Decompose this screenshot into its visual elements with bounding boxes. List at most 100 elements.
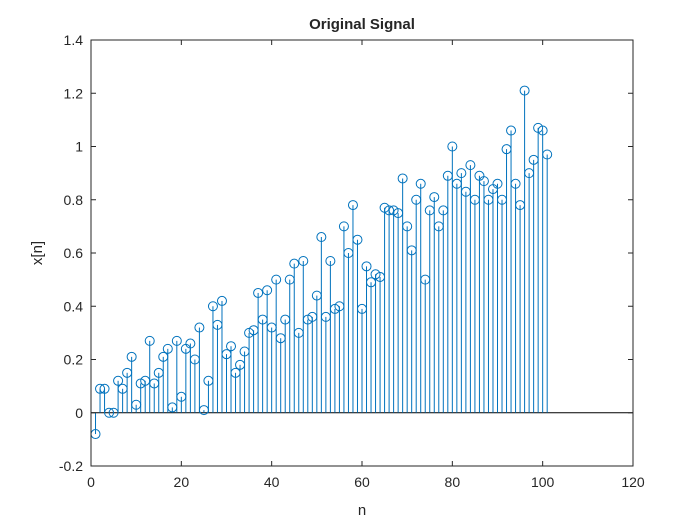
y-tick-label: 0.6 bbox=[64, 245, 84, 261]
stem-marker bbox=[397, 173, 408, 184]
stem-marker bbox=[307, 311, 318, 322]
stem-marker bbox=[456, 168, 467, 179]
stem-marker bbox=[542, 149, 553, 160]
y-ticks: -0.2 0 0.2 0.4 0.6 0.8 1 1.2 1.4 bbox=[59, 32, 633, 474]
stem-marker bbox=[438, 205, 449, 216]
markers-layer bbox=[90, 85, 553, 440]
y-tick-label: -0.2 bbox=[59, 458, 83, 474]
stem-marker bbox=[95, 383, 106, 394]
stem-marker bbox=[189, 354, 200, 365]
stem-marker bbox=[293, 327, 304, 338]
stem-marker bbox=[108, 407, 119, 418]
x-tick-label: 0 bbox=[87, 474, 95, 490]
y-tick-label: 1.4 bbox=[64, 32, 84, 48]
stem-marker bbox=[176, 391, 187, 402]
stem-marker bbox=[226, 341, 237, 352]
stem-marker bbox=[262, 285, 273, 296]
stem-marker bbox=[194, 322, 205, 333]
stem-marker bbox=[402, 221, 413, 232]
stem-marker bbox=[149, 378, 160, 389]
stem-marker bbox=[442, 170, 453, 181]
stem-marker bbox=[424, 205, 435, 216]
stem-marker bbox=[167, 402, 178, 413]
stem-marker bbox=[104, 407, 115, 418]
stem-marker bbox=[510, 178, 521, 189]
stem-marker bbox=[393, 208, 404, 219]
stem-marker bbox=[298, 255, 309, 266]
stem-marker bbox=[433, 221, 444, 232]
stem-marker bbox=[289, 258, 300, 269]
stem-marker bbox=[316, 232, 327, 243]
stem-marker bbox=[366, 277, 377, 288]
stem-marker bbox=[506, 125, 517, 136]
stem-marker bbox=[198, 405, 209, 416]
stem-marker bbox=[280, 314, 291, 325]
stem-marker bbox=[140, 375, 151, 386]
stem-marker bbox=[99, 383, 110, 394]
stem-marker bbox=[469, 194, 480, 205]
stem-marker bbox=[162, 343, 173, 354]
x-tick-label: 40 bbox=[264, 474, 280, 490]
y-tick-label: 1.2 bbox=[64, 85, 84, 101]
x-tick-label: 120 bbox=[621, 474, 645, 490]
y-tick-label: 0.2 bbox=[64, 352, 84, 368]
stem-marker bbox=[271, 274, 282, 285]
stem-marker bbox=[144, 335, 155, 346]
y-tick-label: 0.4 bbox=[64, 298, 84, 314]
stems-layer bbox=[95, 90, 548, 435]
stem-marker bbox=[275, 333, 286, 344]
stem-marker bbox=[537, 125, 548, 136]
stem-marker bbox=[411, 194, 422, 205]
y-tick-label: 0 bbox=[75, 405, 83, 421]
stem-marker bbox=[320, 311, 331, 322]
stem-marker bbox=[483, 194, 494, 205]
x-tick-label: 80 bbox=[445, 474, 461, 490]
stem-marker bbox=[415, 178, 426, 189]
stem-marker bbox=[528, 154, 539, 165]
stem-marker bbox=[216, 295, 227, 306]
stem-marker bbox=[343, 248, 354, 258]
stem-marker bbox=[248, 325, 259, 336]
chart-title: Original Signal bbox=[309, 16, 415, 33]
stem-marker bbox=[230, 367, 241, 378]
x-axis-label: n bbox=[358, 502, 366, 519]
stem-marker bbox=[420, 274, 431, 285]
stem-marker bbox=[497, 194, 508, 205]
stem-marker bbox=[235, 359, 246, 370]
stem-marker bbox=[478, 176, 489, 187]
stem-marker bbox=[519, 85, 530, 96]
stem-marker bbox=[126, 351, 137, 362]
stem-marker bbox=[406, 245, 417, 256]
stem-marker bbox=[492, 178, 503, 189]
stem-marker bbox=[465, 160, 476, 171]
x-tick-label: 60 bbox=[354, 474, 370, 490]
stem-marker bbox=[429, 192, 440, 203]
x-tick-label: 100 bbox=[531, 474, 555, 490]
stem-marker bbox=[451, 178, 462, 189]
stem-marker bbox=[257, 314, 268, 325]
y-tick-label: 1 bbox=[75, 139, 83, 155]
stem-marker bbox=[203, 375, 214, 386]
stem-marker bbox=[253, 287, 264, 298]
stem-marker bbox=[311, 290, 322, 301]
stem-marker bbox=[212, 319, 223, 330]
stem-marker bbox=[357, 303, 367, 314]
y-axis-label: x[n] bbox=[29, 241, 46, 265]
stem-marker bbox=[361, 261, 372, 272]
stem-marker bbox=[158, 351, 169, 362]
stem-marker bbox=[131, 399, 142, 410]
stem-marker bbox=[325, 255, 336, 266]
x-tick-label: 20 bbox=[174, 474, 190, 490]
stem-marker bbox=[239, 346, 250, 357]
y-tick-label: 0.8 bbox=[64, 192, 84, 208]
stem-marker bbox=[375, 271, 386, 282]
stem-marker bbox=[347, 200, 358, 211]
stem-marker bbox=[352, 234, 363, 245]
stem-marker bbox=[171, 335, 182, 346]
stem-marker bbox=[153, 367, 164, 378]
stem-marker bbox=[266, 322, 277, 333]
stem-marker bbox=[515, 200, 526, 211]
stem-marker bbox=[185, 338, 196, 349]
stem-marker bbox=[460, 186, 471, 197]
